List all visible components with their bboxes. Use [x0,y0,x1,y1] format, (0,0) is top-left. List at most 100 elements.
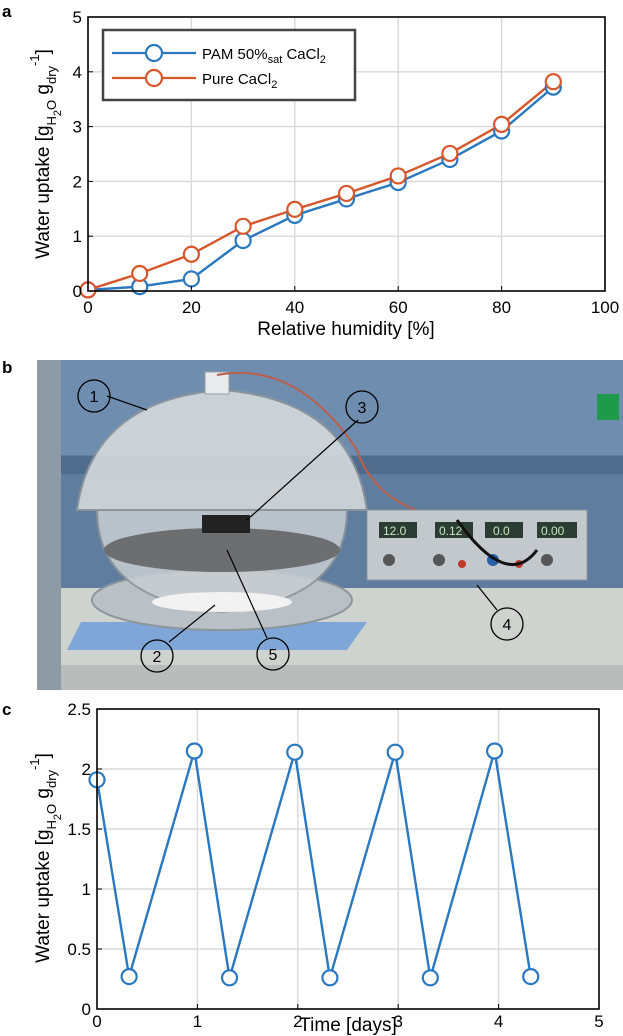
data-point-s1 [286,200,304,218]
psu-knob [433,554,445,566]
y-tick-label: 0 [82,1000,91,1019]
chart-a-ylabel-part: -1 [27,54,42,66]
chart-c-ylabel: Water uptake [gH2O gdry-1] [27,753,64,963]
y-tick-label: 2 [82,760,91,779]
chart-a-plot-frame [87,16,606,292]
chart-a-ylabel-part: Water uptake [g [33,125,54,258]
chart-c-ylabel-part: H [44,820,59,829]
x-tick-label: 4 [494,1012,503,1031]
lid-knob [204,371,230,395]
callout-label: 3 [358,400,367,417]
chart-a-ylabel-part: g [33,84,54,100]
callout-leader [476,584,498,611]
data-point-s0 [386,743,404,761]
sensor-module [202,515,250,533]
callout-leader [246,419,359,521]
y-tick-label: 3 [73,118,82,137]
x-tick-label: 3 [393,1012,402,1031]
chart-a-ylabel-part: ] [33,49,54,54]
chart-c-ylabel-part: g [33,788,54,804]
chart-a-ylabel-part: O [44,100,59,110]
psu-display-3 [485,522,523,538]
x-tick-label: 2 [293,1012,302,1031]
black-cable [455,519,539,567]
desiccator-plate [104,528,340,572]
chart-c-ylabel-part: ] [33,753,54,758]
data-point-s0 [485,742,504,760]
y-tick-label: 0 [73,282,82,301]
chart-c-ylabel-part: 2 [52,814,64,820]
data-point-s1 [493,115,511,134]
data-point-s0 [182,270,200,288]
callout-label: 2 [153,649,162,666]
callout-label: 1 [90,389,99,406]
psu-readout-2: 0.12 [439,524,463,538]
data-point-s0 [220,969,239,987]
chart-a-ticks: 0 20 40 60 80 100 0 1 2 3 4 5 [73,8,620,317]
chart-c: 0 1 2 3 4 500.511.522.5 Time [days] Water upt… [27,700,604,1036]
psu-display-2 [435,522,473,538]
x-tick-label: 0 [83,298,92,317]
x-tick-label: 5 [594,1012,603,1031]
psu-display-1 [379,522,417,538]
chart-a-series [79,73,562,299]
x-tick-label: 100 [591,298,619,317]
chart-a: 0 20 40 60 80 100 0 1 2 3 4 5 Relative humidity [%]… [27,8,620,340]
y-tick-label: 0.5 [67,940,91,959]
callout-circle [256,637,290,671]
y-tick-label: 1 [82,880,91,899]
callout-leader [168,604,216,643]
panel-label-a: a [2,2,12,21]
blue-pad [67,622,367,650]
chart-a-grid [88,17,605,291]
x-tick-label: 40 [285,298,304,317]
callout-label: 5 [269,647,278,664]
chart-a-ylabel-part: 2 [52,110,64,116]
data-point-s0 [234,231,252,250]
chart-a-legend: PAM 50%sat CaCl2 Pure CaCl2 [101,28,357,102]
chart-c-plot-frame [96,708,600,1010]
y-tick-label: 5 [73,8,82,27]
psu-readout-1: 12.0 [383,524,407,538]
chart-c-ticks: 0 1 2 3 4 5 0 0.5 1 1.5 2 2.5 [67,700,603,1031]
chart-c-ylabel-part: -1 [27,758,42,770]
x-tick-label: 60 [389,298,408,317]
photo-panel: 12.0 0.12 0.0 0.00 1 2 3 4 5 [37,360,623,690]
data-point-s0 [522,968,540,986]
psu-display-4 [537,522,577,538]
chart-c-ylabel-part: Water uptake [g [33,829,54,962]
series-line-1 [87,80,555,292]
data-point-s0 [120,968,138,986]
series-line-0 [95,750,532,979]
data-point-s1 [234,217,252,235]
y-tick-label: 4 [73,63,82,82]
data-point-s1 [337,184,356,203]
legend-box [101,28,357,102]
callout-circle [140,639,174,673]
psu-knob [541,554,553,566]
chart-a-ylabel-part: H [44,116,59,125]
x-tick-label: 20 [182,298,201,317]
legend-marker-pam [144,43,164,63]
callout-circle [345,390,379,424]
chart-c-ylabel-part: O [44,804,59,814]
data-point-s1 [131,264,149,283]
callout-leader [226,549,268,639]
data-point-s1 [182,245,200,263]
chart-c-xlabel: Time [days] [299,1015,397,1036]
psu-readout-3: 0.0 [493,524,510,538]
y-tick-label: 2.5 [67,700,91,719]
data-point-s0 [185,742,203,760]
psu-body [366,509,588,581]
green-switch [597,394,619,420]
wire [216,371,458,521]
psu-readout-4: 0.00 [541,524,565,538]
chart-c-grid [97,709,599,1009]
data-point-s1 [544,73,562,91]
apparatus-photo: 12.0 0.12 0.0 0.00 1 2 3 4 5 [37,360,623,690]
panel-label-b: b [2,358,13,377]
chart-a-ylabel-part: dry [44,65,59,84]
desiccant [152,592,292,612]
psu-knob [383,554,395,566]
x-tick-label: 80 [492,298,511,317]
